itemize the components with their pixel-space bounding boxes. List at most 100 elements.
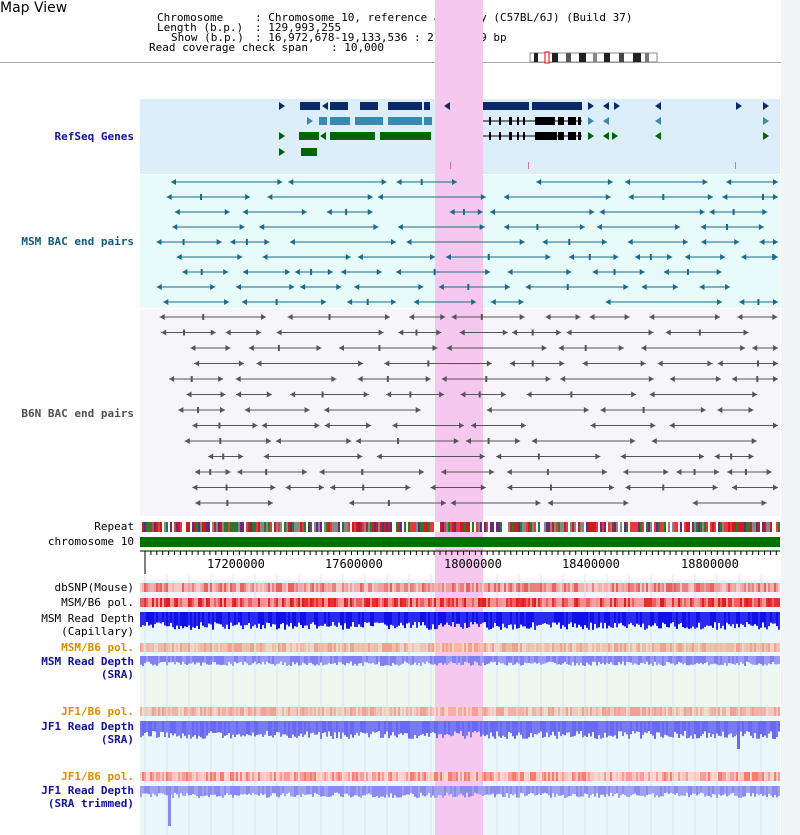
msm-b6-pol2-cell [192,643,194,652]
bac-end-marker [669,422,675,429]
msm-b6-pol2-cell [634,643,636,652]
gene-strand-arrow [655,117,661,125]
jf1-b6-pol-cell [638,707,640,716]
msm-b6-pol-cell [662,598,664,607]
bac-end-marker [300,284,306,290]
msm-b6-pol-cell [666,598,668,607]
chromosome-ideogram[interactable] [529,51,658,64]
msm-b6-pol2-cell [202,643,204,652]
msm-capillary-depth-bar [694,612,696,629]
msm-b6-pol-cell [146,598,148,607]
msm-b6-pol2-cell [180,643,182,652]
msm-sra-depth-bar [238,656,240,663]
msm-sra-depth-bar [670,656,672,664]
msm-b6-pol-cell [226,598,228,607]
jf1-sra-depth-bar [724,721,726,738]
dbsnp-cell [508,583,510,592]
msm-capillary-depth-bar [458,612,460,624]
jf1-b6-pol-cell [484,707,486,716]
jf1-b6-pol-cell [308,707,310,716]
jf1-sra-depth-bar [292,721,294,735]
msm-b6-pol2-cell [346,643,348,652]
jf1-trimmed-depth-bar [268,786,270,798]
jf1-sra-depth-bar [632,721,634,732]
msm-b6-pol2-cell [170,643,172,652]
dbsnp-cell [378,583,380,592]
dbsnp-cell [248,583,250,592]
bac-end-marker [170,179,176,185]
msm-b6-pol-cell [724,598,726,607]
track-label-msm-bac[interactable]: MSM BAC end pairs [21,235,134,248]
track-label-jf1-depth-trim-sub: (SRA trimmed) [47,797,134,810]
msm-b6-pol2-cell [696,643,698,652]
msm-sra-depth-bar [524,656,526,663]
msm-sra-depth-bar [760,656,762,665]
msm-capillary-depth-bar [634,612,636,627]
bac-end-marker [639,269,645,275]
repeat-block [158,522,160,532]
jf1-b6-pol-cell [182,707,184,716]
bac-end-marker [714,469,720,475]
msm-b6-pol-cell [582,598,584,607]
msm-sra-depth-bar [336,656,338,665]
msm-b6-pol2-cell [640,643,642,652]
refseq-genes-track[interactable] [279,102,769,169]
msm-b6-pol2-cell [546,643,548,652]
msm-sra-depth-bar [694,656,696,665]
jf1-sra-depth-bar [312,721,314,733]
jf1-sra-depth-bar [762,721,764,738]
msm-b6-pol-cell [530,598,532,607]
msm-sra-depth-bar [256,656,258,665]
msm-b6-pol2-cell [518,643,520,652]
repeat-block [676,522,678,532]
bac-end-marker [676,469,682,475]
msm-sra-depth-bar [494,656,496,662]
track-label-b6n-bac[interactable]: B6N BAC end pairs [21,407,134,420]
repeat-block [702,522,704,532]
jf1-b6-pol2-cell [274,772,276,781]
jf1-sra-depth-bar [156,721,158,738]
msm-b6-pol2-cell [176,643,178,652]
msm-capillary-depth-bar [156,612,158,623]
msm-sra-depth-bar [572,656,574,663]
track-label-refseq[interactable]: RefSeq Genes [54,130,134,143]
dbsnp-cell [236,583,238,592]
jf1-sra-depth-bar [386,721,388,732]
jf1-trimmed-depth-bar [704,786,706,797]
jf1-b6-pol2-cell [158,772,160,781]
right-scrollbar[interactable] [781,0,800,835]
bac-end-marker [324,422,330,429]
msm-b6-pol2-cell [162,643,164,652]
msm-b6-pol-cell [478,598,480,607]
bac-end-marker [396,179,402,185]
dbsnp-cell [434,583,436,592]
msm-b6-pol-cell [244,598,246,607]
repeat-block [290,522,292,532]
jf1-b6-pol2-cell [286,772,288,781]
dbsnp-cell [706,583,708,592]
jf1-b6-pol-cell [764,707,766,716]
jf1-b6-pol2-cell [268,772,270,781]
bac-end-marker [773,254,778,260]
jf1-trimmed-depth-bar [358,786,360,797]
repeat-block [294,522,296,532]
bac-end-marker [743,329,749,336]
msm-capillary-depth-bar [740,612,742,624]
bac-tick [642,407,645,413]
msm-b6-pol2-cell [446,643,448,652]
msm-capillary-depth-bar [230,612,232,623]
msm-capillary-depth-bar [190,612,192,630]
bac-end-marker [290,391,296,398]
bac-end-marker [751,438,757,444]
msm-bac-track[interactable] [156,179,778,305]
dbsnp-cell [524,583,526,592]
b6n-bac-track[interactable] [159,314,791,506]
msm-b6-pol2-cell [488,643,490,652]
msm-capillary-depth-bar [758,612,760,630]
msm-capillary-depth-bar [754,612,756,625]
jf1-b6-pol-cell [364,707,366,716]
repeat-block [666,522,668,532]
dbsnp-cell [452,583,454,592]
dbsnp-cell [710,583,712,592]
